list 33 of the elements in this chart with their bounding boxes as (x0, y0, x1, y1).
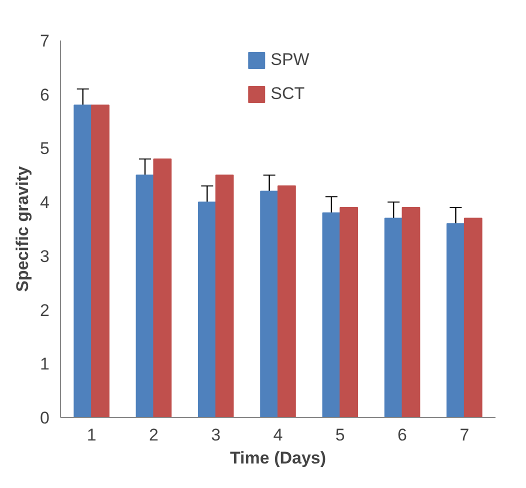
bar (136, 174, 154, 418)
x-tick-label: 5 (335, 426, 345, 444)
x-tick-label: 2 (148, 426, 158, 444)
bar (91, 104, 110, 418)
bar (198, 202, 216, 418)
y-tick-label: 5 (40, 139, 50, 158)
x-tick-label: 1 (86, 426, 96, 444)
bar (153, 158, 172, 418)
x-axis-title: Time (Days) (230, 448, 326, 468)
y-tick-label: 0 (40, 408, 50, 428)
y-tick-label: 4 (40, 193, 50, 212)
bar (278, 185, 296, 418)
x-tick-label: 7 (460, 426, 470, 444)
bar (322, 212, 341, 418)
legend-label: SCT (270, 84, 305, 104)
bar (446, 223, 465, 418)
bar (402, 206, 420, 418)
y-tick-label: 7 (40, 32, 50, 50)
y-tick-label: 6 (40, 85, 50, 104)
y-tick-label: 3 (40, 246, 50, 266)
x-tick-label: 4 (273, 426, 283, 444)
bar (260, 190, 278, 418)
legend-label: SPW (270, 50, 310, 70)
y-tick-label: 1 (40, 354, 50, 374)
bar (74, 104, 92, 418)
bar (464, 218, 482, 418)
y-axis-title: Specific gravity (13, 166, 32, 292)
x-tick-label: 6 (398, 426, 408, 444)
x-tick-label: 3 (211, 426, 221, 444)
bar (215, 174, 234, 418)
y-tick-label: 2 (40, 300, 50, 320)
bar (340, 206, 358, 418)
bar (384, 218, 403, 418)
